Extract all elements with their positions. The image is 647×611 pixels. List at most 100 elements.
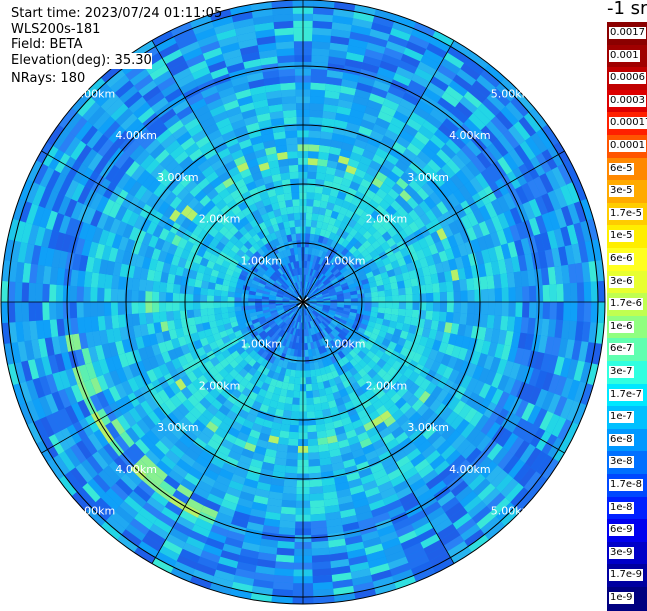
range-gate-cell [357,201,369,211]
range-gate-cell [155,551,177,568]
range-gate-cell [431,435,447,450]
range-gate-cell [121,339,132,354]
range-gate-cell [308,459,321,467]
range-gate-cell [401,201,414,214]
range-gate-cell [275,343,282,352]
range-gate-cell [161,82,180,98]
range-gate-cell [241,293,249,299]
range-gate-cell [402,271,411,281]
range-gate-cell [258,340,267,348]
range-gate-cell [362,55,382,67]
range-gate-cell [490,388,504,406]
range-gate-cell [321,477,336,487]
range-gate-cell [269,399,279,409]
range-gate-cell [338,92,355,103]
range-gate-cell [408,382,420,395]
range-gate-cell [219,378,230,389]
range-gate-cell [440,353,452,367]
range-gate-cell [238,368,249,378]
range-gate-cell [408,429,423,443]
range-gate-cell [167,243,178,255]
range-gate-cell [289,226,296,235]
range-gate-cell [468,473,486,491]
range-gate-cell [421,145,437,160]
range-gate-cell [322,292,330,297]
range-gate-cell [332,419,344,429]
range-gate-cell [252,15,274,25]
range-gate-cell [223,322,233,331]
range-gate-cell [480,69,501,88]
range-gate-cell [268,160,280,169]
range-gate-cell [309,313,315,320]
range-gate-cell [114,152,130,169]
range-gate-cell [320,330,326,338]
range-gate-cell [218,421,231,433]
range-gate-cell [576,282,585,302]
range-gate-cell [311,48,330,57]
range-gate-cell [396,104,413,118]
range-gate-cell [327,285,335,291]
range-gate-cell [464,349,475,363]
range-gate-cell [324,365,332,374]
range-gate-cell [235,211,246,221]
range-gate-cell [180,217,192,230]
range-gate-cell [97,287,105,302]
range-gate-cell [177,355,188,367]
range-gate-cell [320,401,330,411]
range-gate-cell [460,423,476,439]
range-gate-cell [54,353,66,372]
range-gate-cell [175,200,188,214]
colorbar-tick-label: 1.7e-6 [609,298,644,311]
range-gate-cell [494,288,502,302]
range-gate-cell [156,460,172,476]
range-gate-cell [227,332,237,341]
range-gate-cell [436,363,448,377]
range-gate-cell [189,575,212,590]
range-ring-label: 3.00km [157,421,199,434]
range-gate-cell [88,346,99,363]
range-gate-cell [349,561,370,573]
range-gate-cell [293,291,299,297]
range-gate-cell [12,383,26,406]
range-gate-cell [345,51,365,63]
range-gate-cell [103,465,121,484]
range-gate-cell [142,174,156,189]
range-gate-cell [277,267,284,275]
range-gate-cell [408,510,427,525]
range-gate-cell [285,459,298,467]
range-gate-cell [180,374,192,387]
range-gate-cell [252,361,261,371]
range-gate-cell [377,67,396,80]
range-gate-cell [387,341,398,351]
range-gate-cell [77,270,86,287]
range-gate-cell [152,312,161,323]
range-gate-cell [96,195,110,213]
range-gate-cell [223,492,240,505]
range-gate-cell [283,324,290,332]
range-gate-cell [460,165,476,181]
range-gate-cell [278,158,289,167]
range-gate-cell [538,335,548,354]
range-gate-cell [264,182,275,191]
range-gate-cell [299,267,302,275]
range-gate-cell [454,371,466,386]
range-gate-cell [68,350,79,369]
range-gate-cell [136,419,151,435]
range-gate-cell [339,340,348,348]
range-gate-cell [350,24,372,36]
range-gate-cell [153,322,162,334]
range-gate-cell [278,345,285,353]
range-gate-cell [357,327,366,335]
range-gate-cell [390,314,399,322]
range-gate-cell [163,114,181,129]
range-gate-cell [114,506,134,524]
range-gate-cell [478,205,492,221]
range-gate-cell [122,176,137,193]
range-gate-cell [251,279,260,286]
range-gate-cell [405,41,427,56]
range-gate-cell [367,35,388,48]
range-gate-cell [186,309,195,319]
range-gate-cell [326,518,343,528]
range-gate-cell [392,370,403,382]
range-gate-cell [357,162,370,173]
